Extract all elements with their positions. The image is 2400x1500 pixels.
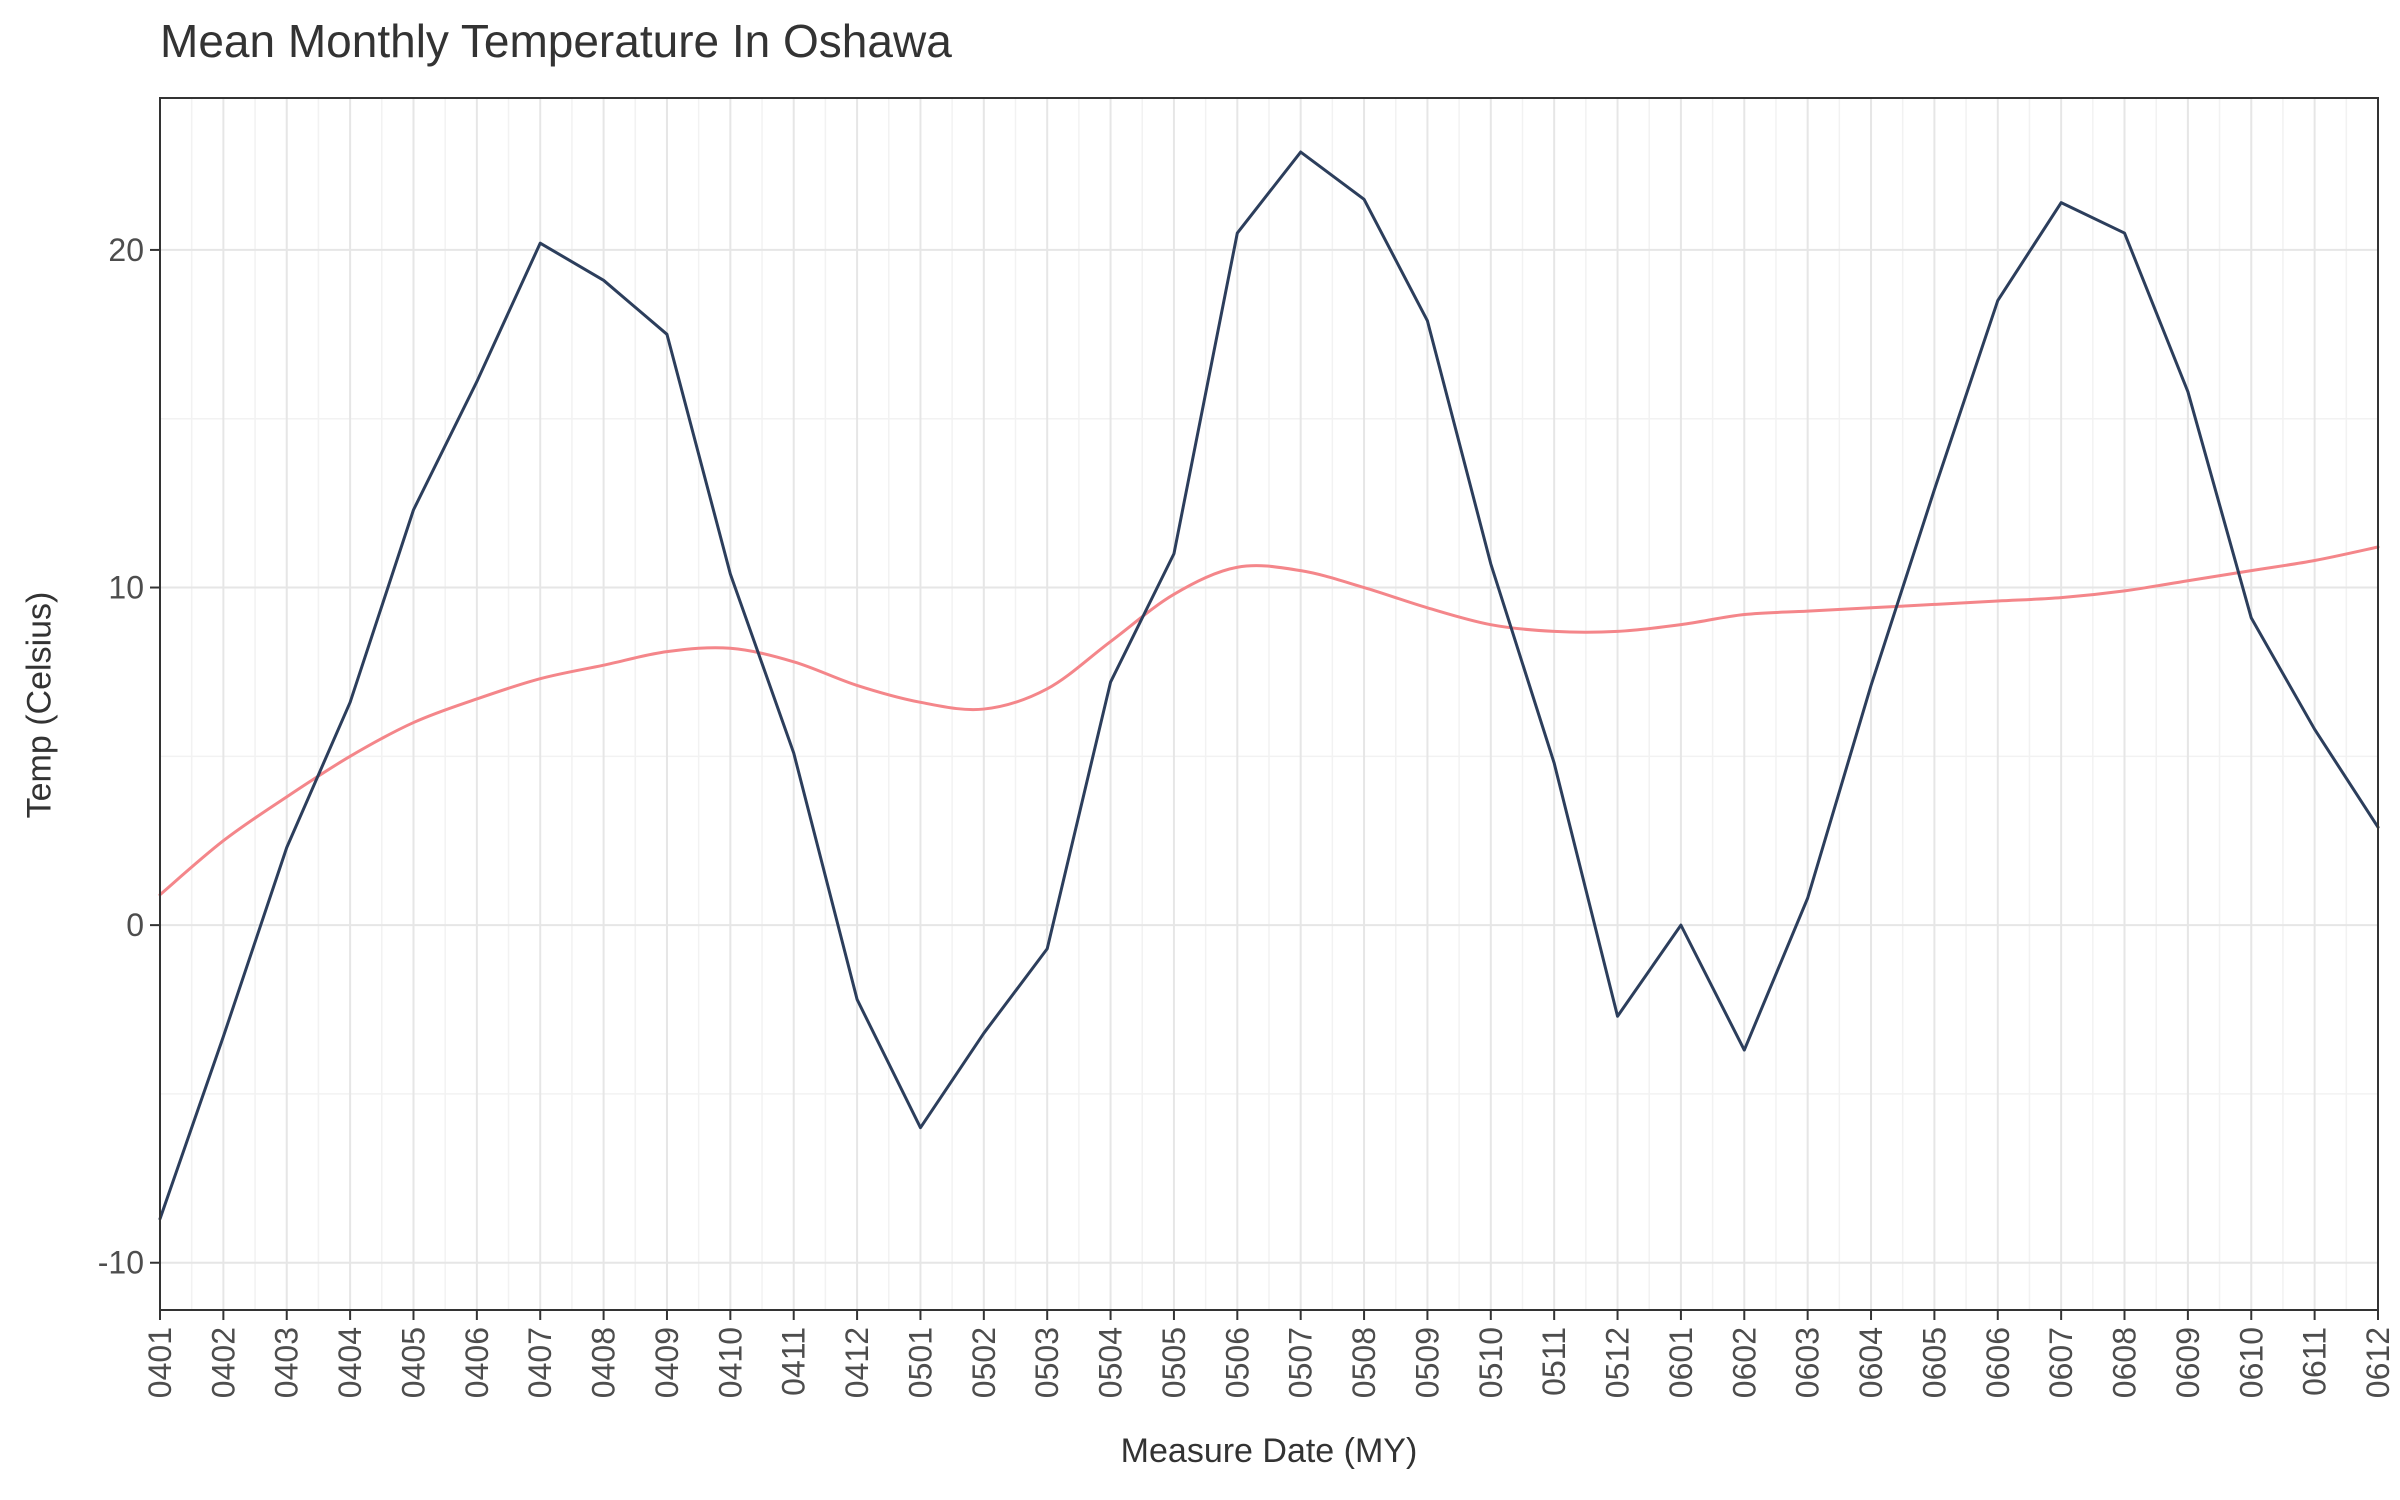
x-tick-label: 0409 xyxy=(649,1327,685,1398)
y-tick-label: 10 xyxy=(108,570,144,606)
x-tick-label: 0606 xyxy=(1980,1327,2016,1398)
x-tick-label: 0608 xyxy=(2107,1327,2143,1398)
x-tick-label: 0507 xyxy=(1283,1327,1319,1398)
y-tick-label: 0 xyxy=(126,907,144,943)
x-tick-label: 0410 xyxy=(712,1327,748,1398)
x-tick-label: 0503 xyxy=(1029,1327,1065,1398)
x-axis-label: Measure Date (MY) xyxy=(1120,1432,1418,1470)
x-tick-label: 0511 xyxy=(1536,1327,1572,1396)
x-tick-label: 0403 xyxy=(269,1327,305,1398)
x-axis-ticks: 0401 0402 0403 0404 0405 0406 0407 0408 0409 0410… xyxy=(142,1310,2396,1398)
y-tick-label: -10 xyxy=(98,1245,144,1281)
x-tick-label: 0412 xyxy=(839,1327,875,1398)
x-tick-label: 0407 xyxy=(522,1327,558,1398)
x-tick-label: 0411 xyxy=(776,1327,812,1396)
y-tick-label: 20 xyxy=(108,232,144,268)
x-tick-label: 0504 xyxy=(1093,1327,1129,1398)
x-tick-label: 0601 xyxy=(1663,1327,1699,1398)
y-axis-ticks: -10 0 10 20 xyxy=(98,232,160,1281)
x-tick-label: 0404 xyxy=(332,1327,368,1398)
minor-gridlines xyxy=(160,98,2378,1310)
x-tick-label: 0610 xyxy=(2233,1327,2269,1398)
x-tick-label: 0509 xyxy=(1409,1327,1445,1398)
x-tick-label: 0405 xyxy=(395,1327,431,1398)
x-tick-label: 0505 xyxy=(1156,1327,1192,1398)
x-tick-label: 0602 xyxy=(1726,1327,1762,1398)
x-tick-label: 0510 xyxy=(1473,1327,1509,1398)
x-tick-label: 0604 xyxy=(1853,1327,1889,1398)
x-tick-label: 0402 xyxy=(205,1327,241,1398)
x-tick-label: 0506 xyxy=(1219,1327,1255,1398)
x-tick-label: 0607 xyxy=(2043,1327,2079,1398)
x-tick-label: 0609 xyxy=(2170,1327,2206,1398)
x-tick-label: 0406 xyxy=(459,1327,495,1398)
x-tick-label: 0512 xyxy=(1600,1327,1636,1398)
x-tick-label: 0611 xyxy=(2297,1327,2333,1396)
x-tick-label: 0508 xyxy=(1346,1327,1382,1398)
plot-panel-border xyxy=(159,97,2379,1311)
x-tick-label: 0603 xyxy=(1790,1327,1826,1398)
chart-title: Mean Monthly Temperature In Oshawa xyxy=(160,15,952,67)
x-tick-label: 0502 xyxy=(966,1327,1002,1398)
series-line-monthly-mean xyxy=(158,150,2380,1221)
x-tick-label: 0408 xyxy=(586,1327,622,1398)
y-axis-label: Temp (Celsius) xyxy=(20,591,59,819)
x-tick-label: 0612 xyxy=(2360,1327,2396,1398)
x-tick-label: 0501 xyxy=(902,1327,938,1398)
x-tick-label: 0401 xyxy=(142,1327,178,1398)
x-tick-label: 0605 xyxy=(1916,1327,1952,1398)
series-line-smoothed-trend xyxy=(158,545,2380,897)
series-layer xyxy=(158,150,2380,1221)
